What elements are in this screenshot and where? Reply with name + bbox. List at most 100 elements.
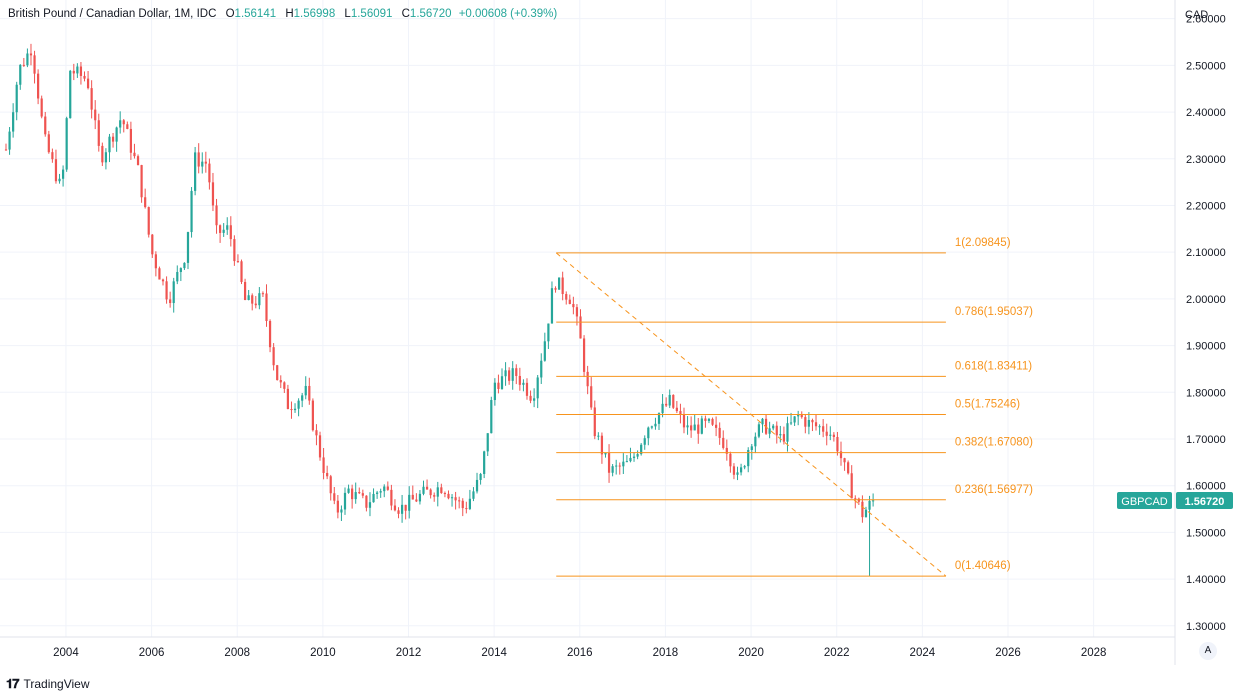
candle-body — [586, 371, 589, 387]
candle-body — [575, 307, 579, 317]
candle-body — [104, 152, 108, 163]
candle-body — [625, 461, 629, 463]
candle-body — [547, 323, 550, 342]
candle-body — [847, 462, 850, 474]
candle-body — [304, 385, 307, 396]
candle-body — [483, 451, 486, 474]
candle-body — [308, 385, 311, 401]
candle-body — [618, 465, 621, 467]
x-tick-label: 2026 — [995, 647, 1021, 659]
candle-body — [361, 493, 364, 496]
candle-body — [529, 395, 532, 401]
candle-body — [779, 434, 782, 436]
candle-body — [861, 501, 864, 518]
close-value: 1.56720 — [409, 8, 452, 20]
candle-body — [700, 418, 703, 434]
candle-body — [404, 504, 407, 511]
candle-body — [218, 225, 222, 233]
candle-body — [536, 377, 539, 399]
candle-body — [133, 152, 136, 157]
y-tick-label: 2.20000 — [1186, 200, 1226, 212]
candle-body — [286, 388, 290, 410]
fib-level-label: 0.5(1.75246) — [955, 398, 1020, 410]
candle-body — [839, 451, 843, 459]
candle-body — [654, 423, 657, 427]
y-tick-label: 2.50000 — [1186, 60, 1226, 72]
candle-body — [533, 398, 536, 401]
candle-body — [354, 492, 357, 500]
fib-level-label: 0.618(1.83411) — [955, 360, 1032, 372]
candle-body — [226, 225, 229, 230]
candle-body — [818, 426, 821, 428]
candle-body — [301, 395, 304, 401]
symbol-title: British Pound / Canadian Dollar, 1M, IDC — [8, 8, 217, 20]
x-tick-label: 2018 — [653, 647, 679, 659]
x-tick-label: 2028 — [1081, 647, 1107, 659]
candle-body — [169, 299, 172, 304]
candle-body — [400, 504, 404, 514]
candle-body — [58, 178, 61, 182]
price-badge — [1176, 492, 1233, 510]
y-tick-label: 2.60000 — [1186, 14, 1226, 26]
candle-body — [433, 495, 436, 497]
candle-body — [261, 293, 265, 295]
candle-body — [22, 64, 25, 66]
candle-body — [333, 493, 336, 501]
candle-body — [347, 488, 350, 493]
candle-body — [215, 205, 218, 226]
x-tick-label: 2010 — [310, 647, 336, 659]
candle-body — [868, 500, 871, 510]
candle-body — [672, 394, 675, 408]
candle-body — [493, 382, 496, 401]
candle-body — [390, 489, 393, 506]
candle-body — [12, 112, 15, 132]
candle-body — [789, 422, 793, 424]
candle-body — [722, 437, 725, 448]
candle-body — [679, 411, 682, 415]
candle-body — [186, 232, 190, 263]
candle-body — [436, 487, 439, 497]
candle-body — [144, 197, 147, 208]
candle-body — [397, 510, 400, 514]
candle-body — [172, 281, 175, 304]
candle-body — [665, 403, 668, 406]
candle-body — [101, 145, 104, 163]
candle-body — [832, 434, 835, 437]
candle-body — [715, 424, 718, 428]
candle-body — [268, 320, 272, 348]
candle-body — [297, 400, 300, 409]
candle-body — [47, 134, 50, 153]
candle-body — [326, 472, 329, 477]
candle-body — [543, 341, 546, 361]
candle-body — [429, 489, 432, 496]
candle-body — [318, 435, 322, 458]
candle-body — [615, 465, 618, 467]
candle-body — [650, 426, 653, 428]
candle-body — [151, 234, 154, 255]
y-tick-label: 1.40000 — [1186, 574, 1226, 586]
candle-body — [497, 382, 500, 389]
candle-body — [147, 207, 150, 235]
candle-body — [40, 98, 43, 117]
candle-body — [772, 425, 775, 429]
candle-body — [293, 408, 297, 411]
candle-body — [668, 394, 671, 406]
candle-body — [739, 467, 743, 473]
open-label: O — [225, 8, 235, 20]
fib-level-label: 1(2.09845) — [955, 237, 1011, 249]
chart-axes: 2.60000 2.50000 2.40000 2.30000 2.20000 2.100… — [0, 0, 1233, 665]
candle-body — [372, 493, 375, 503]
candle-body — [750, 446, 753, 450]
tradingview-branding[interactable]: 𝟏𝟕 TradingView — [6, 676, 90, 692]
y-tick-label: 2.30000 — [1186, 154, 1226, 166]
candle-body — [515, 368, 518, 376]
candle-body — [29, 53, 33, 56]
candle-body — [540, 360, 543, 378]
candle-body — [582, 338, 586, 372]
candle-body — [454, 497, 457, 501]
candle-body — [72, 70, 75, 74]
auto-scale-button[interactable]: A — [1199, 642, 1217, 660]
candle-body — [336, 500, 339, 513]
candle-body — [850, 473, 853, 499]
